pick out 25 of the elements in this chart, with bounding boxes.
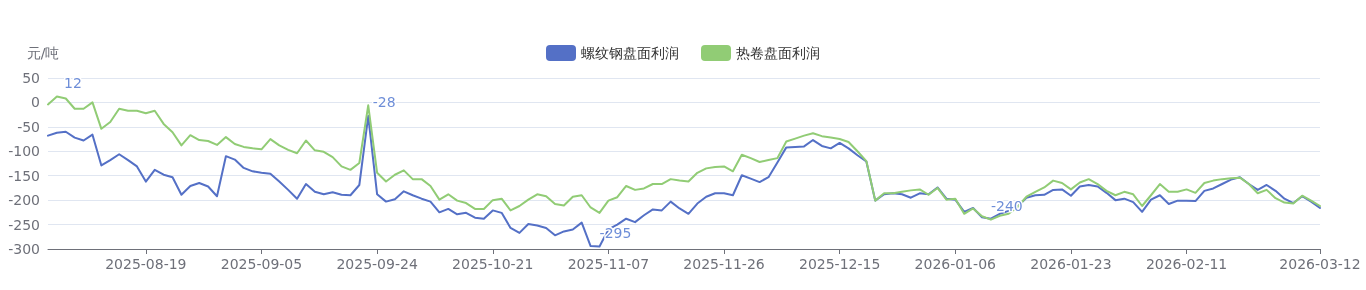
- y-tick-label: -300: [8, 241, 40, 257]
- legend-label: 热卷盘面利润: [736, 45, 820, 61]
- line-series: [47, 95, 1321, 221]
- x-tick-label: 2025-09-24: [336, 256, 418, 272]
- x-tick-label: 2025-11-07: [567, 256, 650, 272]
- y-axis-title: 元/吨: [26, 45, 60, 61]
- data-label: -28: [372, 94, 396, 111]
- x-tick-label: 2026-02-11: [1145, 256, 1228, 272]
- legend-label: 螺纹钢盘面利润: [581, 45, 679, 61]
- x-tick-label: 2025-08-19: [105, 256, 187, 272]
- y-tick-label: -100: [8, 143, 40, 160]
- x-tick-label: 2026-01-23: [1030, 256, 1112, 272]
- x-tick-label: 2025-10-21: [452, 256, 534, 272]
- y-tick-label: -250: [8, 216, 40, 233]
- y-tick-label: 0: [31, 94, 40, 111]
- x-tick-label: 2025-11-26: [683, 256, 765, 272]
- y-tick-label: 50: [22, 70, 40, 86]
- x-tick-label: 2025-09-05: [220, 256, 303, 272]
- x-tick-label: 2026-03-12: [1279, 256, 1361, 272]
- y-tick-label: -150: [8, 167, 40, 184]
- y-tick-label: -200: [8, 192, 40, 209]
- y-tick-label: -50: [17, 118, 40, 135]
- x-tick-label: 2025-12-15: [798, 256, 881, 272]
- x-tick-label: 2026-01-06: [914, 256, 997, 272]
- data-label: 12: [63, 74, 82, 91]
